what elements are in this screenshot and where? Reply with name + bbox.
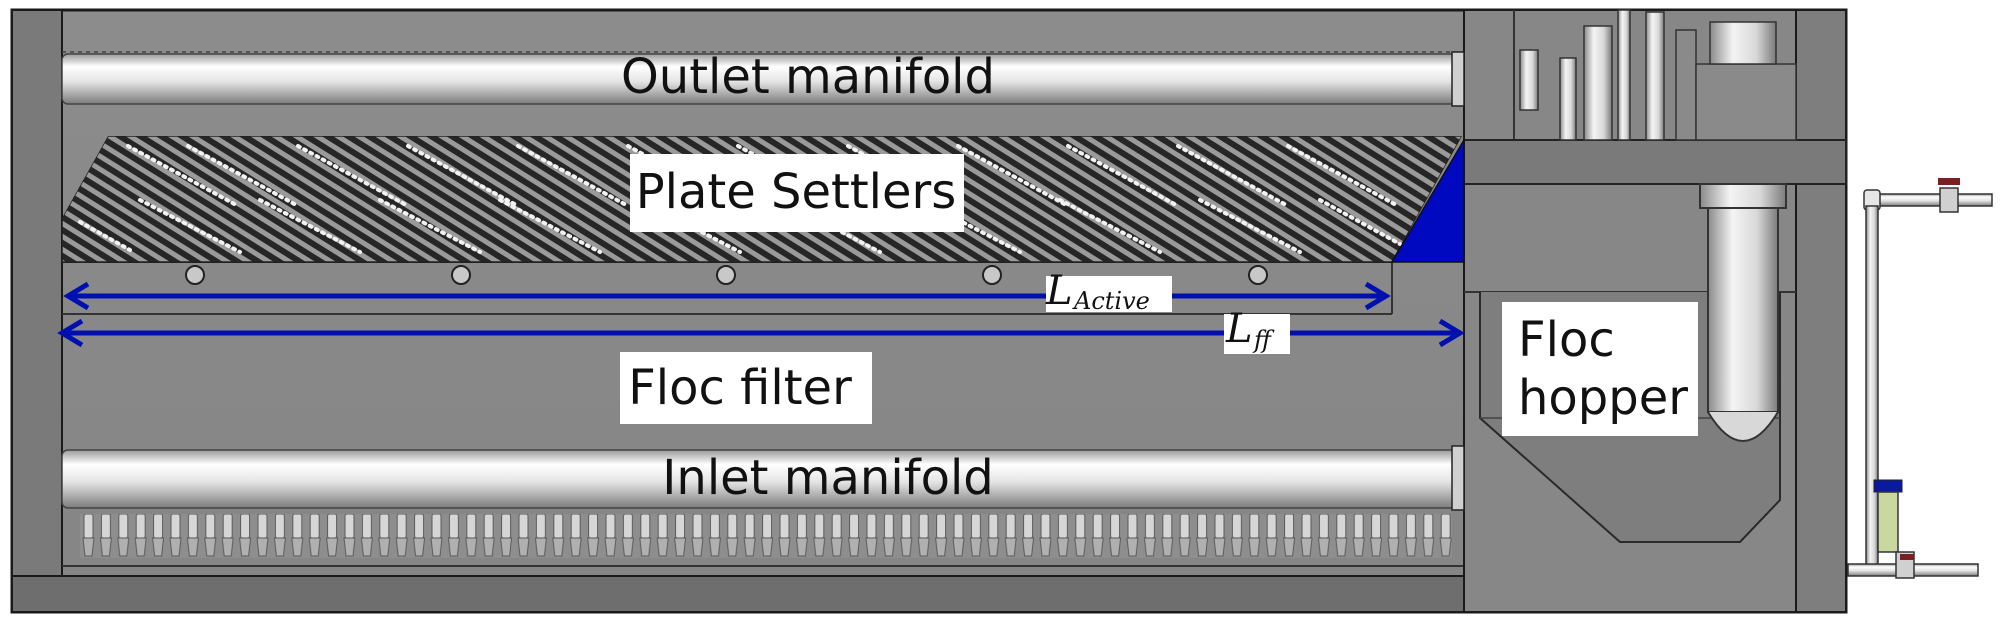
outlet-manifold-pipe (61, 51, 1465, 107)
floc-hopper-label-box (1502, 302, 1698, 436)
outlet-manifold-label: Outlet manifold (621, 49, 995, 105)
l-active-symbol: L (1045, 268, 1073, 314)
l-ff-subscript: ff (1252, 326, 1275, 354)
plate-settlers-label: Plate Settlers (636, 164, 957, 220)
l-active-label-box (1046, 276, 1172, 312)
valve-handle-bottom-icon (1900, 554, 1914, 560)
floc-filter-label-box (620, 352, 872, 424)
valve-handle-top-icon (1938, 178, 1960, 185)
floc-filter-label: Floc filter (628, 360, 852, 416)
inlet-manifold-pipe (61, 445, 1465, 558)
external-valve-assembly (1847, 178, 1993, 579)
floc-hopper-label-line1: Floc (1518, 312, 1615, 368)
l-ff-label-box (1224, 314, 1290, 354)
l-active-subscript: Active (1072, 287, 1150, 315)
plate-settlers-label-box (630, 154, 964, 232)
flow-meter-icon (1877, 491, 1899, 553)
l-ff-symbol: L (1225, 306, 1253, 352)
floc-hopper-label-line2: hopper (1518, 370, 1688, 426)
inlet-manifold-label: Inlet manifold (662, 450, 994, 506)
settler-wedge (1390, 137, 1465, 263)
